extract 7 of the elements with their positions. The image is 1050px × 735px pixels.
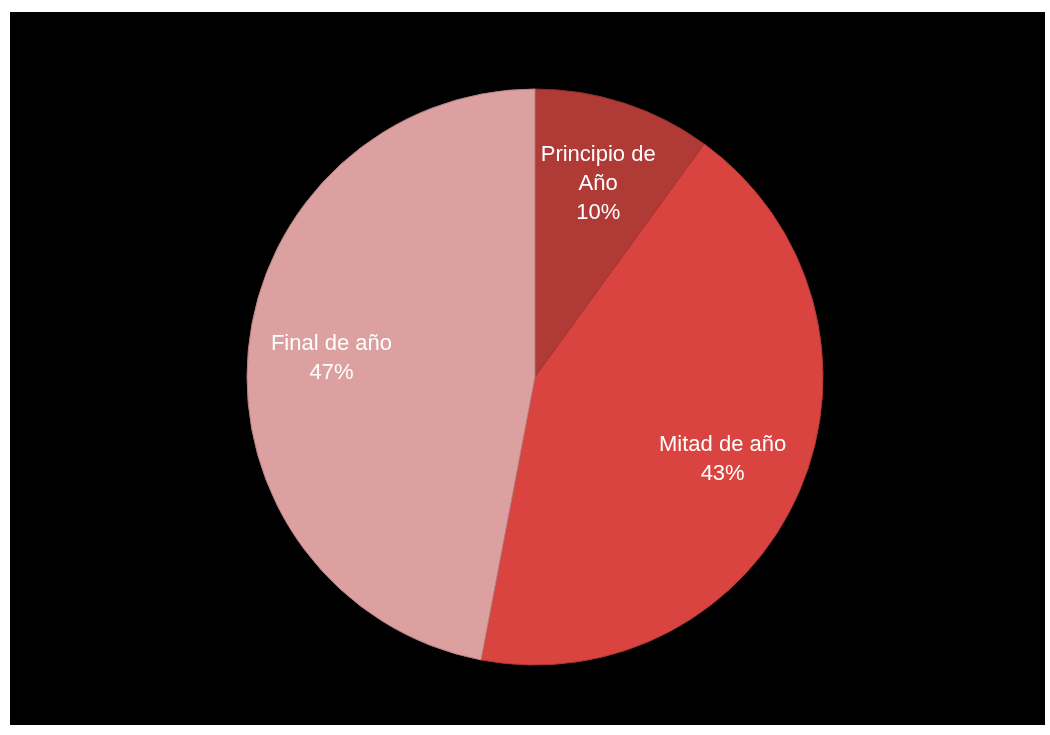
pie-slice — [246, 88, 536, 661]
data-label: 43% — [700, 459, 745, 485]
data-label: 10% — [576, 198, 621, 224]
slice-label: Mitad de año — [659, 430, 787, 456]
slice-label: Principio de Año — [540, 140, 656, 195]
slice-label: Final de año — [270, 330, 392, 356]
data-label: 47% — [309, 359, 354, 385]
